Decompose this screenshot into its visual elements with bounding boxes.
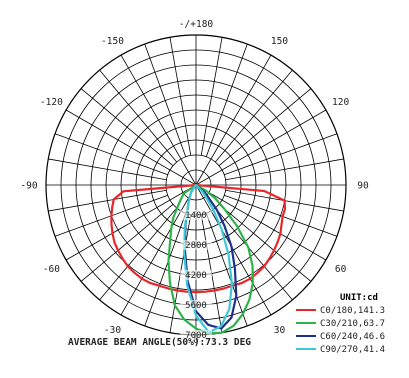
grid-spoke <box>120 54 197 186</box>
grid-spoke <box>214 207 293 301</box>
angle-label: -/+180 <box>179 19 214 30</box>
legend: UNIT:cd C0/180,141.3 C30/210,63.7 C60/240,… <box>296 293 385 355</box>
angle-label: -90 <box>20 181 37 192</box>
grid-spoke <box>200 37 223 156</box>
grid-spoke <box>195 109 327 186</box>
angle-label: 90 <box>357 181 369 192</box>
grid-spoke <box>144 43 187 157</box>
ring-label: 4200 <box>185 271 207 281</box>
grid-spoke <box>80 203 174 282</box>
grid-spoke <box>120 184 197 316</box>
angle-label: 30 <box>274 325 286 336</box>
grid-spoke <box>80 88 174 167</box>
footer-text: AVERAGE BEAM ANGLE(50%):73.3 DEG <box>68 337 251 348</box>
angle-label: -30 <box>104 325 121 336</box>
grid-spoke <box>48 189 167 212</box>
angle-label: 60 <box>335 264 347 275</box>
grid-spoke <box>48 158 167 181</box>
legend-entry: C60/240,46.6 <box>320 332 385 342</box>
grid-spoke <box>205 43 248 157</box>
series-layer <box>110 183 287 335</box>
grid-spoke <box>54 133 168 176</box>
ring-label-bg <box>180 240 212 250</box>
grid-spoke <box>65 184 197 261</box>
grid-spoke <box>65 109 197 186</box>
ring-label: 7000 <box>185 331 207 341</box>
grid-spoke <box>218 88 312 167</box>
grid-spoke <box>205 213 248 327</box>
grid-spoke <box>195 54 272 186</box>
angle-label: 0 <box>193 335 199 346</box>
ring-labels: 1400 2800 4200 5600 7000 <box>180 210 212 341</box>
series-curve-1 <box>110 183 287 294</box>
grid-spoke <box>195 184 327 261</box>
ring-label: 5600 <box>185 301 207 311</box>
grid-spoke <box>224 194 338 237</box>
ring-label-bg <box>180 210 212 220</box>
grid-spoke <box>99 69 178 163</box>
ring-label: 2800 <box>185 241 207 251</box>
ring-label: 1400 <box>185 211 207 221</box>
grid-spoke <box>214 69 293 163</box>
angle-label: 120 <box>332 97 349 108</box>
grid-spoke <box>144 213 187 327</box>
grid-spoke <box>224 133 338 176</box>
angle-label: -150 <box>101 36 124 47</box>
unit-label: UNIT:cd <box>340 293 378 303</box>
legend-entry: C30/210,63.7 <box>320 319 385 329</box>
angle-label: -60 <box>43 264 60 275</box>
ring-label-bg <box>180 270 212 280</box>
series-curve-2 <box>167 183 254 335</box>
legend-entry: C90/270,41.4 <box>320 345 385 355</box>
angle-label: -120 <box>40 97 63 108</box>
grid-spoke <box>225 158 344 181</box>
grid-spoke <box>218 203 312 282</box>
grid-spoke <box>195 184 272 316</box>
ring-label-bg <box>180 300 212 310</box>
grid-spoke <box>169 37 192 156</box>
angle-label: 150 <box>271 36 288 47</box>
ring-label-bg <box>180 330 212 340</box>
legend-entry: C0/180,141.3 <box>320 306 385 316</box>
grid-spoke <box>99 207 178 301</box>
angle-labels: -/+180 150 -150 120 -120 90 -90 60 -60 30 -30 0 <box>20 19 369 346</box>
